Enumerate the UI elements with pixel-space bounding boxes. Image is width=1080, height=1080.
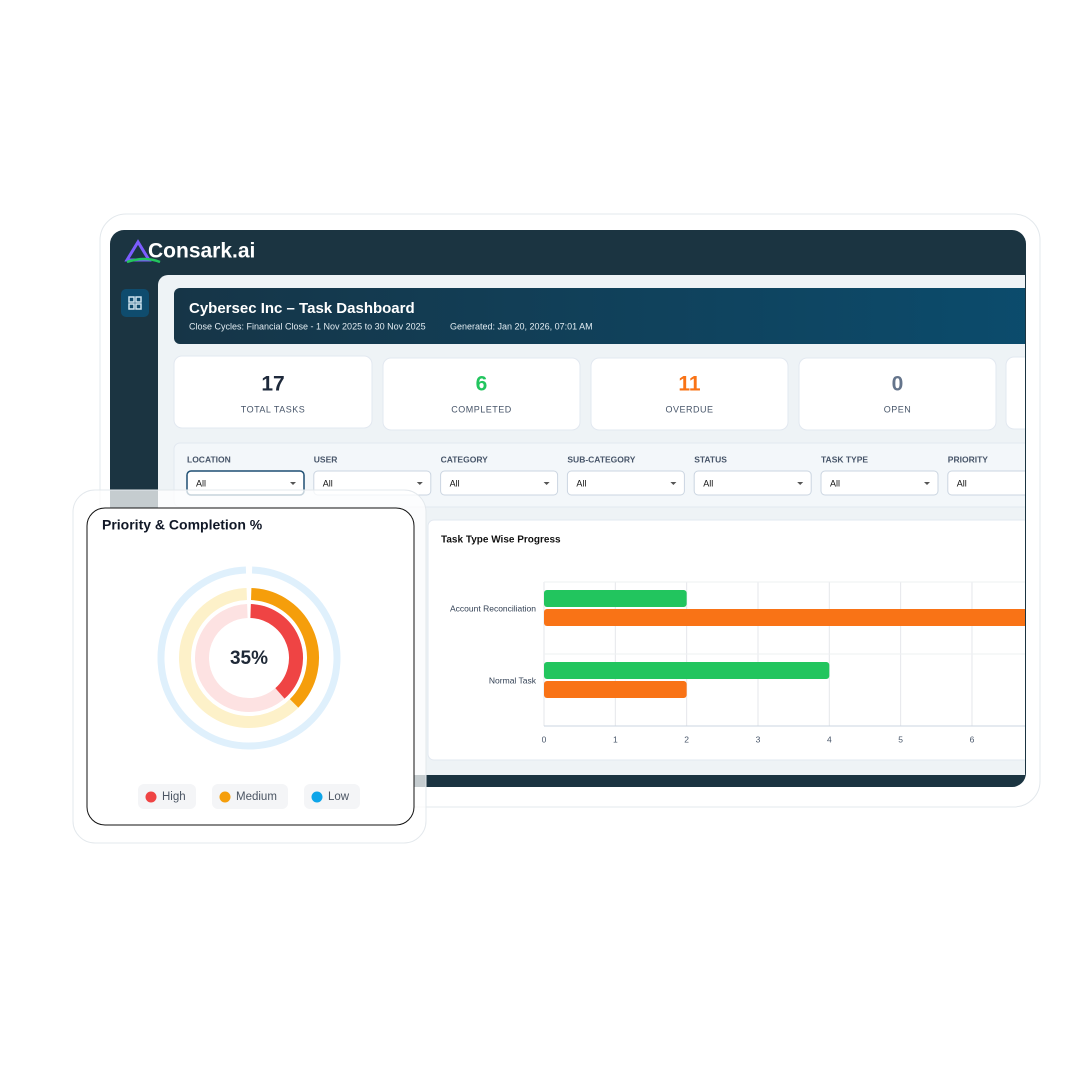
filter-value: All [957, 478, 967, 488]
dropdown-arrow [924, 482, 930, 485]
y-tick-label: Account Reconciliation [450, 603, 536, 613]
nav-icon [128, 296, 142, 310]
legend-pill [212, 784, 288, 809]
dropdown-arrow [670, 482, 677, 485]
legend-swatch [145, 791, 157, 803]
stat-value: 17 [261, 373, 284, 396]
stat-card [173, 355, 373, 429]
brand: Consark.ai [148, 240, 255, 263]
filter-label: LOCATION [187, 454, 231, 464]
stat-card [382, 357, 581, 431]
chart-title: Task Type Wise Progress [441, 535, 561, 546]
stat-label: OVERDUE [665, 404, 713, 414]
dropdown-arrow [416, 482, 423, 485]
dropdown-arrow [797, 482, 804, 485]
stat-label: OPEN [884, 404, 912, 414]
nav-dashboard[interactable] [121, 289, 149, 317]
filter-value: All [450, 478, 460, 488]
x-tick-label: 0 [542, 734, 547, 744]
filter-value: All [703, 478, 713, 488]
filter-select[interactable] [566, 470, 685, 496]
donut-center-label: 35% [230, 648, 268, 669]
donut-arc [250, 604, 303, 699]
header-title: Cybersec Inc – Task Dashboard [189, 300, 415, 317]
stat-card [1005, 356, 1025, 430]
x-tick-label: 2 [684, 734, 689, 744]
donut-track [157, 566, 341, 750]
bar-chart-panel [427, 519, 1025, 761]
filter-label: PRIORITY [948, 454, 988, 464]
filter-label: TASK TYPE [821, 454, 868, 464]
filter-value: All [576, 478, 586, 488]
filter-value: All [323, 478, 333, 488]
donut-chart: Priority & Completion % 35% High Medium Low [102, 517, 360, 809]
x-tick-label: 5 [898, 734, 903, 744]
y-tick-label: Normal Task [489, 675, 537, 685]
filter-value: All [830, 478, 840, 488]
x-tick-label: 3 [756, 734, 761, 744]
header-generated: Generated: Jan 20, 2026, 07:01 AM [450, 321, 593, 331]
bar [544, 590, 687, 607]
filter-value: All [196, 478, 206, 488]
stat-value: 11 [678, 373, 701, 396]
filter-select[interactable] [440, 470, 559, 496]
donut-arc [250, 588, 319, 708]
stat-card [590, 357, 789, 431]
bar [544, 662, 830, 679]
legend-label: Low [328, 791, 350, 803]
bar [544, 681, 687, 698]
logo-swoosh [126, 257, 161, 264]
stat-card [798, 357, 997, 431]
bar [544, 609, 1025, 626]
dropdown-arrow [1051, 482, 1057, 485]
legend-swatch [311, 791, 323, 803]
x-tick-label: 4 [827, 734, 832, 744]
header-banner [174, 288, 1025, 344]
stat-label: TOTAL TASKS [241, 404, 306, 414]
filter-label: USER [314, 454, 338, 464]
stat-label: COMPLETED [451, 404, 512, 414]
filter-select[interactable] [820, 470, 939, 496]
dropdown-arrow [290, 482, 296, 485]
dropdown-arrow [543, 482, 550, 485]
donut-card [86, 507, 415, 826]
x-tick-label: 1 [613, 734, 618, 744]
filter-label: STATUS [694, 454, 727, 464]
chart-title: Priority & Completion % [102, 517, 263, 533]
legend-pill [304, 784, 360, 809]
filter-label: CATEGORY [441, 454, 489, 464]
stat-value: 0 [892, 373, 904, 396]
legend-pill [138, 784, 196, 809]
legend-swatch [219, 791, 231, 803]
x-tick-label: 6 [970, 734, 975, 744]
stat-value: 6 [476, 373, 488, 396]
filter-select[interactable] [693, 470, 812, 496]
filter-label: SUB-CATEGORY [567, 454, 635, 464]
filter-select[interactable] [947, 470, 1065, 496]
legend-label: High [162, 791, 186, 803]
legend-label: Medium [236, 791, 277, 803]
header-subtitle: Close Cycles: Financial Close - 1 Nov 20… [189, 321, 426, 331]
